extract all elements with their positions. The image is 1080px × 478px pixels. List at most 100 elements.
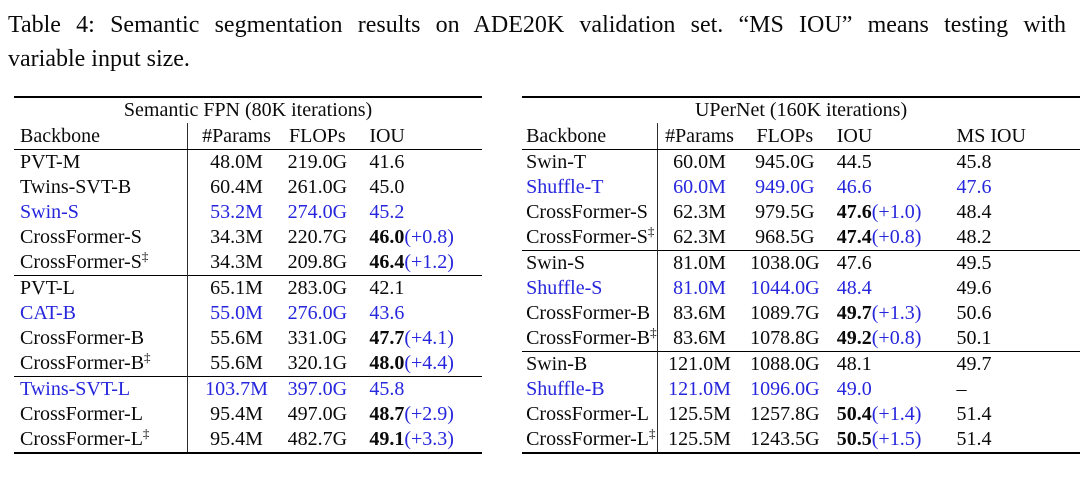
flops-cell: 209.8G bbox=[287, 251, 348, 273]
backbone-cell: CrossFormer-S bbox=[522, 200, 659, 225]
double-dagger-mark: ‡ bbox=[647, 223, 655, 239]
column-header-flops: FLOPs bbox=[740, 123, 829, 150]
iou-cell: 47.4(+0.8) bbox=[829, 225, 957, 251]
ms-iou-cell: 49.6 bbox=[956, 277, 992, 299]
params-cell: 65.1M bbox=[187, 275, 286, 301]
table-row: CrossFormer-L‡ 125.5M 1243.5G 50.5(+1.5) 51.… bbox=[522, 425, 1080, 453]
column-header-backbone: Backbone bbox=[522, 123, 659, 150]
iou-value: 50.4 bbox=[836, 403, 872, 425]
flops-cell: 979.5G bbox=[755, 201, 815, 223]
iou-cell: 50.5(+1.5) bbox=[829, 427, 957, 453]
iou-cell: 47.6(+1.0) bbox=[829, 200, 957, 225]
params-cell: 121.0M bbox=[657, 351, 741, 377]
table-row: Shuffle-B 121.0M 1096.0G 49.0 – bbox=[522, 377, 1080, 402]
iou-cell: 45.8 bbox=[349, 376, 483, 402]
flops-cell: 261.0G bbox=[287, 176, 348, 198]
iou-cell: 46.4(+1.2) bbox=[349, 250, 482, 276]
iou-cell: 45.0 bbox=[349, 175, 482, 200]
iou-cell: 48.1 bbox=[828, 351, 957, 377]
table-row: Swin-T 60.0M 945.0G 44.5 45.8 bbox=[522, 149, 1080, 175]
ms-iou-cell: 49.5 bbox=[956, 250, 1080, 276]
iou-cell: 46.6 bbox=[829, 175, 957, 200]
params-cell: 55.6M bbox=[210, 327, 263, 349]
backbone-cell: Shuffle-B bbox=[522, 377, 659, 402]
ms-iou-cell: 51.4 bbox=[956, 403, 992, 425]
params-cell: 62.3M bbox=[673, 201, 726, 223]
iou-delta: (+1.3) bbox=[871, 302, 922, 324]
column-header-row: Backbone #Params FLOPs IOU bbox=[14, 123, 483, 150]
iou-cell: 49.0 bbox=[829, 377, 957, 402]
backbone-cell: CrossFormer-L bbox=[14, 402, 188, 427]
flops-cell: 283.0G bbox=[285, 275, 350, 301]
table-row: CrossFormer-B 55.6M 331.0G 47.7(+4.1) bbox=[14, 326, 482, 351]
semantic-fpn-results-table: Semantic FPN (80K iterations) Backbone #Pa… bbox=[14, 96, 483, 454]
backbone-cell: CrossFormer-S‡ bbox=[14, 248, 188, 276]
backbone-cell: CrossFormer-L‡ bbox=[14, 425, 188, 453]
ms-iou-cell: 48.4 bbox=[956, 201, 992, 223]
iou-value: 50.5 bbox=[836, 428, 872, 450]
ms-iou-cell: 50.1 bbox=[956, 327, 992, 349]
flops-cell: 1078.8G bbox=[750, 327, 820, 349]
iou-cell: 48.0(+4.4) bbox=[349, 351, 482, 377]
iou-value: 49.2 bbox=[836, 327, 872, 349]
double-dagger-mark: ‡ bbox=[144, 349, 151, 365]
backbone-cell: CrossFormer-L bbox=[522, 402, 659, 427]
table-row: CAT-B 55.0M 276.0G 43.6 bbox=[14, 301, 482, 326]
iou-cell: 47.7(+4.1) bbox=[349, 326, 482, 351]
table-row: CrossFormer-S‡ 34.3M 209.8G 46.4(+1.2) bbox=[14, 248, 482, 276]
ms-iou-cell: 49.7 bbox=[956, 351, 1080, 377]
backbone-cell: CrossFormer-B‡ bbox=[522, 325, 659, 352]
params-cell: 55.0M bbox=[210, 302, 263, 324]
table-row: CrossFormer-L 125.5M 1257.8G 50.4(+1.4) 51.4 bbox=[522, 402, 1080, 427]
iou-value: 45.0 bbox=[369, 176, 405, 198]
double-dagger-mark: ‡ bbox=[142, 425, 150, 441]
table-row: CrossFormer-S 62.3M 979.5G 47.6(+1.0) 48.4 bbox=[522, 200, 1080, 225]
iou-value: 49.0 bbox=[836, 378, 872, 400]
ms-iou-cell: 51.4 bbox=[956, 428, 992, 450]
table-row: Swin-B 121.0M 1088.0G 48.1 49.7 bbox=[522, 351, 1080, 377]
iou-delta: (+0.8) bbox=[871, 226, 922, 248]
iou-delta: (+1.5) bbox=[871, 428, 922, 450]
backbone-cell: CrossFormer-L‡ bbox=[522, 425, 659, 453]
flops-cell: 274.0G bbox=[287, 201, 348, 223]
backbone-cell: Twins-SVT-B bbox=[14, 175, 188, 200]
iou-value: 43.6 bbox=[369, 302, 405, 324]
params-cell: 48.0M bbox=[210, 151, 263, 173]
backbone-cell: PVT-M bbox=[14, 149, 188, 175]
backbone-cell: CAT-B bbox=[14, 301, 188, 326]
results-tables-container: Semantic FPN (80K iterations) Backbone #Pa… bbox=[14, 96, 1080, 454]
double-dagger-mark: ‡ bbox=[649, 425, 656, 441]
backbone-cell: PVT-L bbox=[14, 275, 188, 301]
flops-cell: 482.7G bbox=[287, 428, 348, 450]
table-row: Twins-SVT-L 103.7M 397.0G 45.8 bbox=[14, 376, 483, 402]
params-cell: 83.6M bbox=[673, 327, 726, 349]
table-row: Swin-S 81.0M 1038.0G 47.6 49.5 bbox=[522, 250, 1080, 276]
ms-iou-cell: 45.8 bbox=[956, 151, 992, 173]
backbone-cell: Swin-S bbox=[14, 200, 188, 225]
table-row: Swin-S 53.2M 274.0G 45.2 bbox=[14, 200, 482, 225]
params-cell: 95.4M bbox=[210, 428, 263, 450]
backbone-cell: Shuffle-S bbox=[522, 276, 659, 301]
params-cell: 60.4M bbox=[210, 176, 263, 198]
iou-value: 47.6 bbox=[836, 201, 872, 223]
backbone-cell: CrossFormer-B bbox=[522, 301, 659, 326]
params-cell: 60.0M bbox=[673, 151, 726, 173]
params-cell: 121.0M bbox=[668, 378, 731, 400]
column-header-ms-iou: MS IOU bbox=[956, 123, 1080, 150]
backbone-cell: Swin-B bbox=[522, 351, 659, 377]
ms-iou-cell: 48.2 bbox=[956, 226, 992, 248]
flops-cell: 1243.5G bbox=[750, 428, 820, 450]
params-cell: 103.7M bbox=[187, 376, 286, 402]
iou-delta: (+3.3) bbox=[404, 428, 454, 450]
flops-cell: 397.0G bbox=[285, 376, 350, 402]
iou-cell: 48.4 bbox=[829, 276, 957, 301]
iou-cell: 49.2(+0.8) bbox=[829, 326, 957, 352]
flops-cell: 219.0G bbox=[287, 151, 348, 173]
iou-value: 48.4 bbox=[836, 277, 872, 299]
flops-cell: 968.5G bbox=[755, 226, 815, 248]
flops-cell: 1089.7G bbox=[750, 302, 820, 324]
double-dagger-mark: ‡ bbox=[141, 248, 149, 264]
iou-cell: 50.4(+1.4) bbox=[829, 402, 957, 427]
params-cell: 81.0M bbox=[673, 277, 726, 299]
table-row: CrossFormer-B‡ 83.6M 1078.8G 49.2(+0.8) 50.1 bbox=[522, 325, 1080, 352]
